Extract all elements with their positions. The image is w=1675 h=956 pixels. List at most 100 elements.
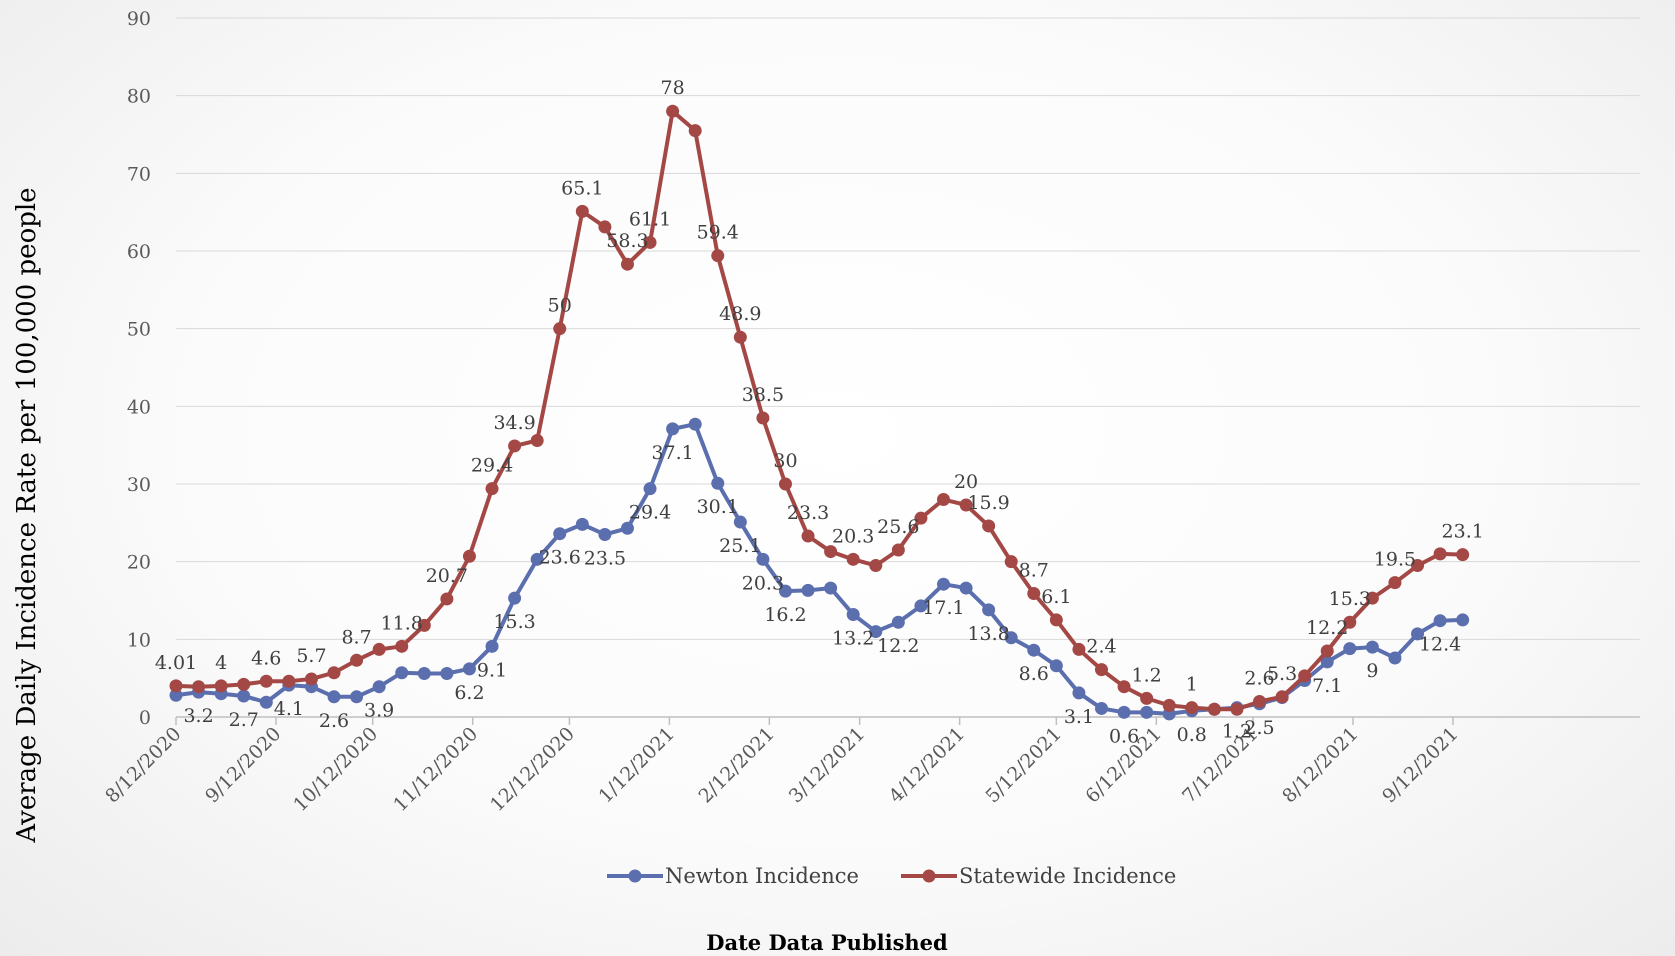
data-point [169,688,183,702]
data-point [1388,651,1402,665]
y-tick-label: 20 [127,552,151,574]
data-point [982,603,996,617]
data-point [440,667,454,681]
data-label: 25.6 [877,516,919,538]
data-label: 2.5 [1244,717,1274,739]
data-label: 37.1 [651,442,693,464]
data-label: 4.01 [155,652,197,674]
data-label: 23.1 [1442,521,1484,543]
data-label: 3.9 [364,700,394,722]
data-point [350,653,364,667]
data-label: 65.1 [561,177,603,199]
data-point [756,552,770,566]
data-labels: 3.2 2.7 4.12.6 3.96.29.115.323.6 23.529.437.… [155,77,1484,747]
data-point [530,434,544,448]
data-label: 0.8 [1177,724,1207,746]
data-point [620,521,634,535]
legend-marker [628,869,642,883]
y-tick-label: 70 [127,163,151,185]
data-point [350,690,364,704]
data-point [1433,547,1447,561]
data-label: 4 [215,652,227,674]
data-point [1095,663,1109,677]
data-point [485,639,499,653]
data-point [462,662,476,676]
data-label: 9 [1366,660,1378,682]
data-point [372,680,386,694]
data-point [259,674,273,688]
data-point [891,615,905,629]
series-lines [169,104,1470,721]
data-point [891,543,905,557]
data-point [778,584,792,598]
data-label: 2.6 [1244,667,1274,689]
data-point [1140,691,1154,705]
data-point [733,330,747,344]
x-tick-label: 5/12/2021 [981,723,1065,807]
data-point [688,417,702,431]
data-label: 2.4 [1086,636,1116,658]
data-label: 16.2 [764,604,806,626]
data-point [1162,698,1176,712]
data-label: 12.4 [1419,634,1461,656]
y-axis: 0 10 20 30 40 50 60 70 80 90 [127,8,151,729]
x-axis: 8/12/2020 9/12/2020 10/12/2020 11/12/2020 12… [101,716,1640,816]
data-point [620,257,634,271]
data-point [869,559,883,573]
data-label: 30 [773,450,797,472]
data-label: 2.7 [229,709,259,731]
legend: Newton Incidence Statewide Incidence [607,864,1176,888]
data-label: 1 [1186,674,1198,696]
data-point [417,618,431,632]
data-point [711,476,725,490]
data-label: 2.6 [319,710,349,732]
data-point [327,690,341,704]
data-point [1207,702,1221,716]
data-label: 12.2 [877,635,919,657]
data-point [1027,587,1041,601]
data-point [688,124,702,138]
data-label: 23.6 [539,547,581,569]
data-label: 17.1 [922,597,964,619]
gridlines [176,17,1640,640]
data-point [304,672,318,686]
data-point [1320,655,1334,669]
x-tick-label: 4/12/2021 [885,723,969,807]
data-point [1072,686,1086,700]
data-label: 13.8 [967,623,1009,645]
data-point [733,515,747,529]
y-tick-label: 40 [127,396,151,418]
data-point [778,477,792,491]
data-label: 29.4 [471,455,513,477]
data-label: 9.1 [477,659,507,681]
data-point [801,583,815,597]
y-tick-label: 30 [127,474,151,496]
data-point [1320,644,1334,658]
data-point [914,599,928,613]
data-point [1388,576,1402,590]
data-label: 61.1 [629,208,671,230]
data-label: 25.1 [719,535,761,557]
data-point [824,581,838,595]
data-point [756,411,770,425]
data-label: 4.6 [251,647,281,669]
x-tick-label: 2/12/2021 [694,723,778,807]
data-label: 20.7 [426,565,468,587]
data-label: 8.7 [1019,560,1049,582]
data-point [530,552,544,566]
data-point [1343,615,1357,629]
data-point [959,581,973,595]
data-label: 6.1 [1041,586,1071,608]
legend-label: Statewide Incidence [959,864,1176,888]
x-tick-label: 9/12/2021 [1378,723,1462,807]
data-point [395,666,409,680]
data-point [1365,640,1379,654]
x-tick-label: 9/12/2020 [201,723,285,807]
data-point [575,204,589,218]
data-label: 3.1 [1064,706,1094,728]
data-point [1433,614,1447,628]
data-point [1343,642,1357,656]
data-point [327,666,341,680]
data-label: 59.4 [697,222,739,244]
